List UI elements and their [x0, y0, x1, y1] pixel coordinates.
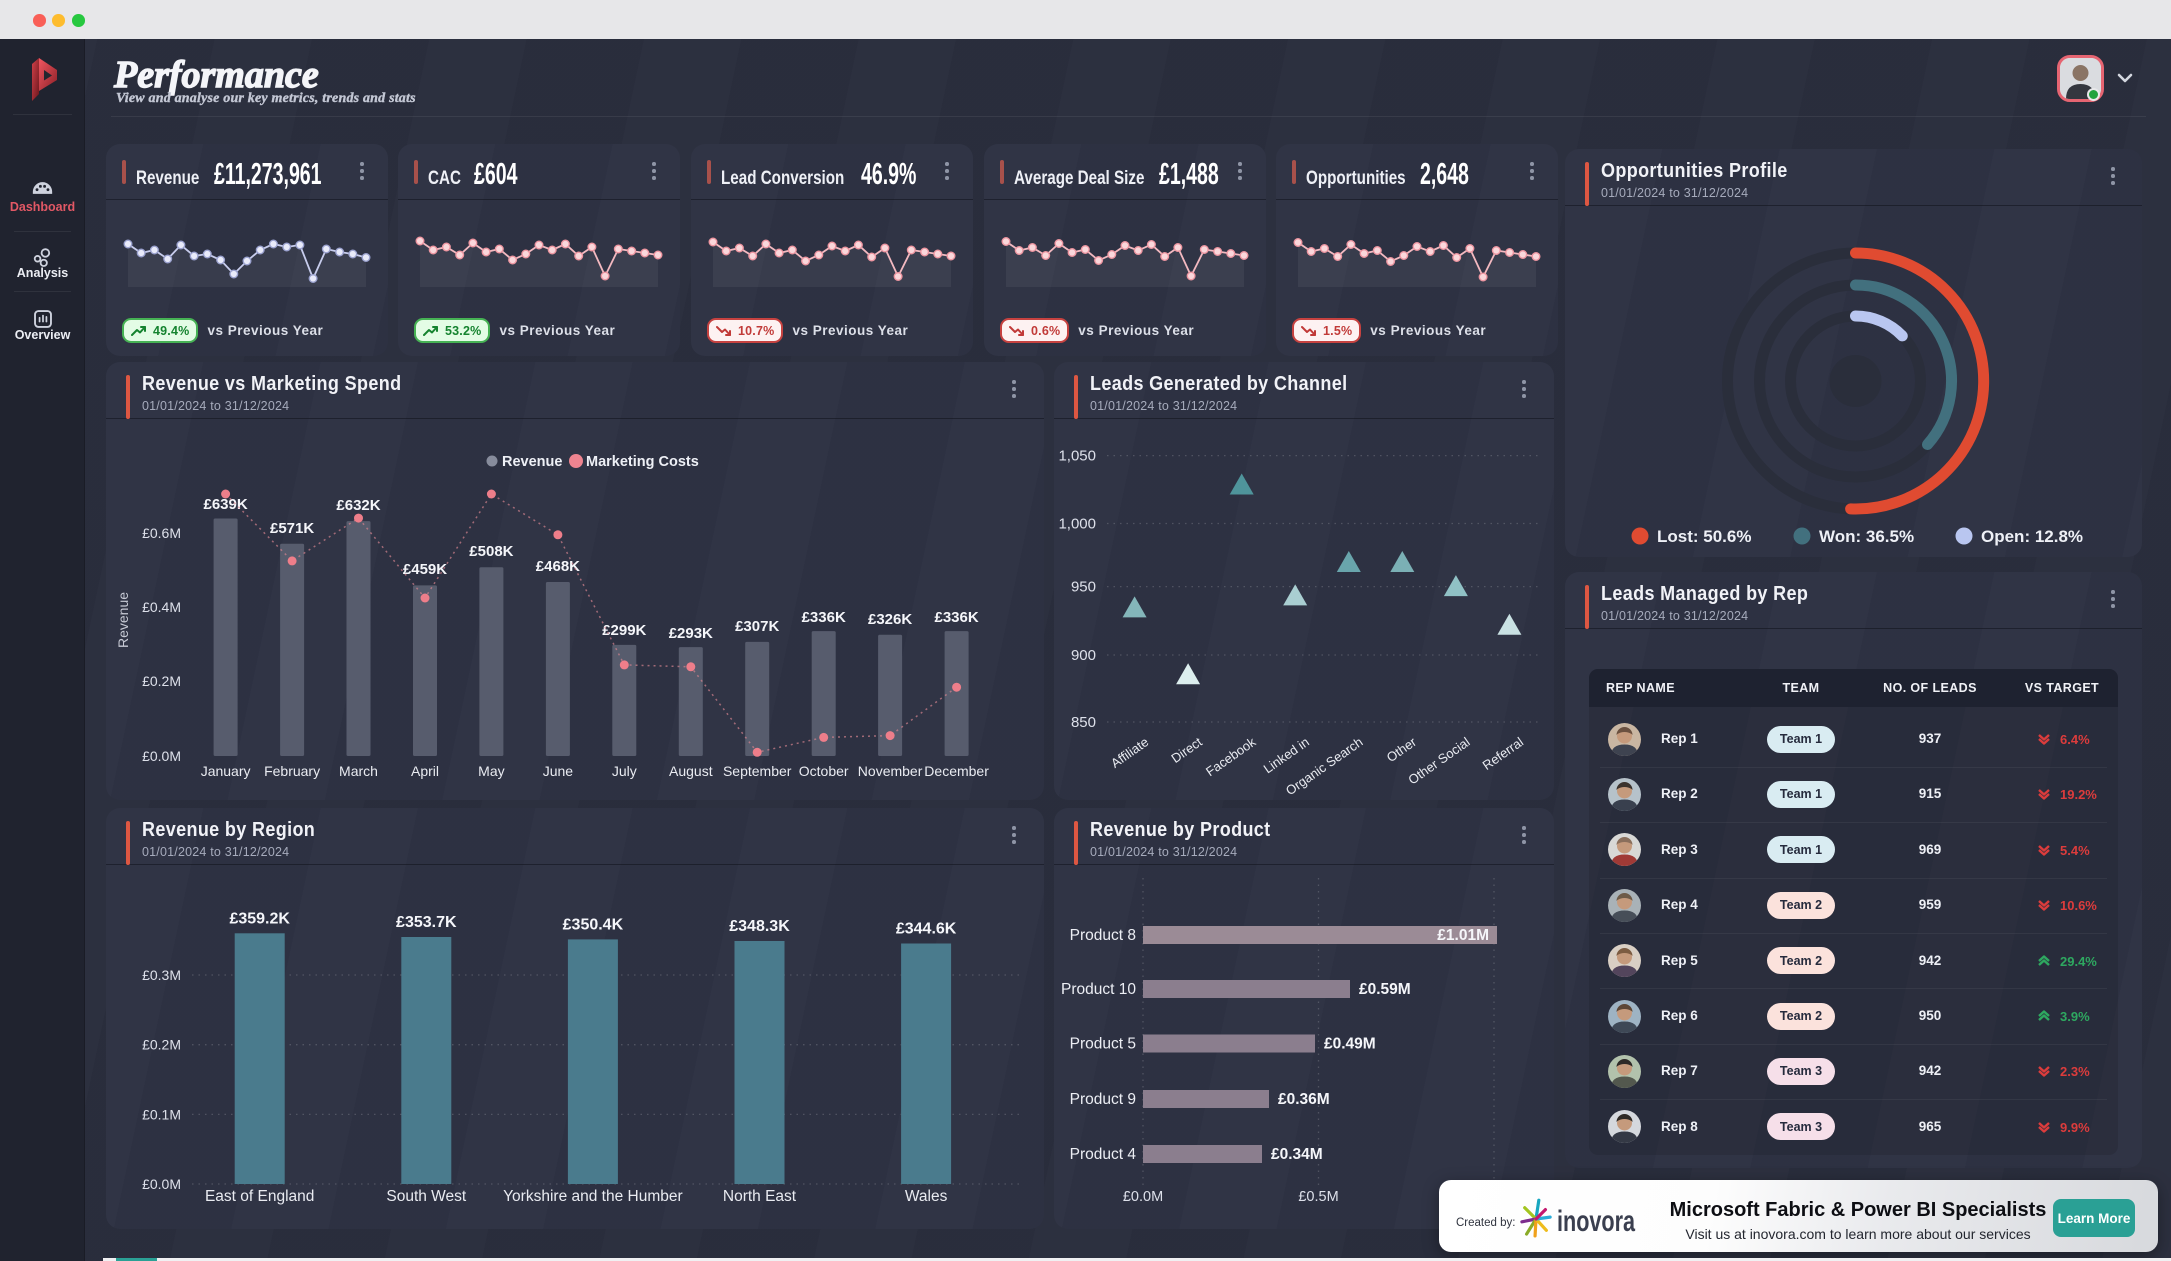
svg-text:October: October: [799, 763, 849, 779]
svg-text:£0.34M: £0.34M: [1271, 1146, 1323, 1163]
svg-text:£0.0M: £0.0M: [142, 748, 181, 764]
svg-text:Revenue: Revenue: [115, 592, 131, 648]
svg-text:January: January: [201, 763, 251, 779]
svg-text:August: August: [669, 763, 713, 779]
svg-text:Won: 36.5%: Won: 36.5%: [1819, 527, 1914, 546]
svg-text:Open: 12.8%: Open: 12.8%: [1981, 527, 2083, 546]
svg-text:£0.3M: £0.3M: [142, 967, 181, 983]
svg-text:Product 10: Product 10: [1061, 981, 1136, 998]
svg-text:South West: South West: [386, 1188, 467, 1205]
svg-text:Marketing Costs: Marketing Costs: [586, 454, 699, 470]
svg-text:£359.2K: £359.2K: [229, 910, 290, 927]
svg-text:September: September: [723, 763, 792, 779]
svg-text:November: November: [858, 763, 923, 779]
svg-text:950: 950: [1071, 579, 1096, 596]
svg-text:Direct: Direct: [1168, 734, 1205, 766]
svg-text:Product 4: Product 4: [1070, 1146, 1137, 1163]
svg-text:North East: North East: [723, 1188, 797, 1205]
svg-text:December: December: [924, 763, 989, 779]
svg-text:£0.5M: £0.5M: [1298, 1189, 1338, 1205]
svg-text:East of England: East of England: [205, 1188, 314, 1205]
svg-text:Affiliate: Affiliate: [1108, 734, 1151, 771]
svg-text:Revenue: Revenue: [502, 454, 562, 470]
svg-text:£0.36M: £0.36M: [1278, 1091, 1330, 1108]
svg-text:£299K: £299K: [602, 622, 646, 639]
svg-text:June: June: [543, 763, 574, 779]
svg-text:£0.1M: £0.1M: [142, 1106, 181, 1122]
svg-text:Facebook: Facebook: [1203, 734, 1259, 779]
svg-text:April: April: [411, 763, 439, 779]
svg-text:900: 900: [1071, 647, 1096, 664]
svg-text:£0.2M: £0.2M: [142, 673, 181, 689]
svg-text:£508K: £508K: [469, 543, 513, 560]
svg-text:£336K: £336K: [802, 609, 846, 626]
svg-text:£307K: £307K: [735, 618, 779, 635]
svg-text:July: July: [612, 763, 637, 779]
svg-text:£353.7K: £353.7K: [396, 914, 457, 931]
svg-text:£336K: £336K: [934, 609, 978, 626]
svg-text:£0.0M: £0.0M: [142, 1176, 181, 1192]
svg-text:£459K: £459K: [403, 561, 447, 578]
svg-text:May: May: [478, 763, 504, 779]
svg-text:£1.01M: £1.01M: [1437, 927, 1489, 944]
svg-text:Other: Other: [1384, 734, 1420, 765]
svg-text:£344.6K: £344.6K: [896, 921, 957, 938]
svg-text:£326K: £326K: [868, 611, 912, 628]
svg-text:Product 9: Product 9: [1070, 1091, 1136, 1108]
svg-text:£639K: £639K: [203, 496, 247, 513]
svg-text:Product 8: Product 8: [1070, 927, 1136, 944]
svg-text:£468K: £468K: [536, 558, 580, 575]
svg-text:850: 850: [1071, 714, 1096, 731]
svg-text:Referral: Referral: [1480, 734, 1527, 773]
svg-text:1,050: 1,050: [1058, 448, 1096, 465]
svg-text:£0.4M: £0.4M: [142, 599, 181, 615]
svg-text:£632K: £632K: [336, 497, 380, 514]
svg-text:£293K: £293K: [669, 625, 713, 642]
svg-text:£0.2M: £0.2M: [142, 1037, 181, 1053]
svg-text:Lost: 50.6%: Lost: 50.6%: [1657, 527, 1751, 546]
svg-text:£348.3K: £348.3K: [729, 918, 790, 935]
svg-text:1,000: 1,000: [1058, 516, 1096, 533]
svg-text:Yorkshire and the Humber: Yorkshire and the Humber: [503, 1188, 683, 1205]
svg-text:£0.6M: £0.6M: [142, 525, 181, 541]
svg-text:£0.0M: £0.0M: [1123, 1189, 1163, 1205]
svg-text:March: March: [339, 763, 378, 779]
svg-text:£350.4K: £350.4K: [563, 916, 624, 933]
svg-text:February: February: [264, 763, 320, 779]
svg-text:£571K: £571K: [270, 520, 314, 537]
svg-text:£0.49M: £0.49M: [1324, 1036, 1376, 1053]
svg-text:Wales: Wales: [905, 1188, 948, 1205]
svg-text:£0.59M: £0.59M: [1359, 981, 1411, 998]
svg-text:Product 5: Product 5: [1070, 1036, 1136, 1053]
